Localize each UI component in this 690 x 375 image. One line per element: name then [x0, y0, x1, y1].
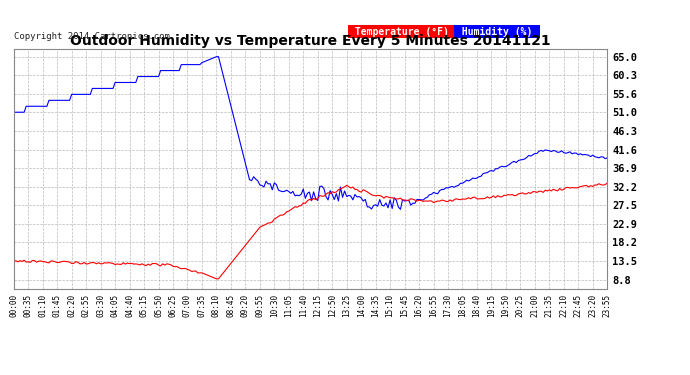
Text: Copyright 2014 Cartronics.com: Copyright 2014 Cartronics.com [14, 32, 170, 41]
Text: Humidity (%): Humidity (%) [456, 27, 538, 37]
Title: Outdoor Humidity vs Temperature Every 5 Minutes 20141121: Outdoor Humidity vs Temperature Every 5 … [70, 34, 551, 48]
Text: Temperature (°F): Temperature (°F) [349, 27, 455, 37]
